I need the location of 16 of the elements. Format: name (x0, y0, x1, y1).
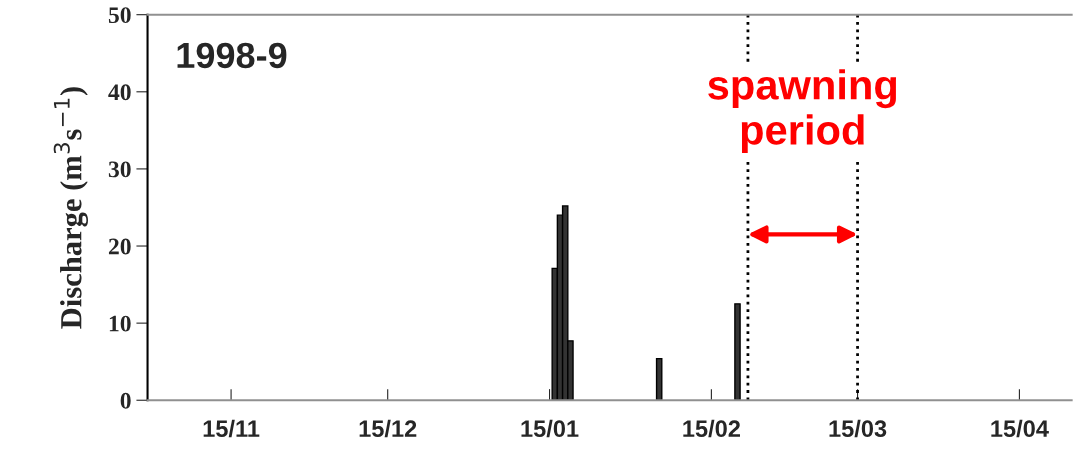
y-tick-label: 50 (108, 7, 131, 24)
x-tick-label: 15/04 (991, 419, 1049, 438)
x-tick-label: 15/01 (521, 419, 579, 438)
bar (734, 303, 741, 401)
y-tick-label: 40 (108, 84, 131, 101)
x-tick-label: 15/12 (359, 419, 417, 438)
y-axis-title: Discharge (m$^{3}$s$^{−1}$) (53, 87, 89, 329)
y-tick-label: 10 (109, 315, 131, 332)
x-tick-label: 15/03 (829, 419, 887, 438)
y-tick-label: 20 (108, 238, 131, 255)
annotation: spawning period (708, 69, 897, 154)
x-tick-label: 15/02 (683, 419, 740, 438)
x-tick-label: 15/11 (203, 419, 260, 438)
y-tick-label: 30 (108, 161, 131, 178)
text: 1998-9 (177, 42, 287, 69)
y-tick-label: 0 (120, 392, 131, 409)
